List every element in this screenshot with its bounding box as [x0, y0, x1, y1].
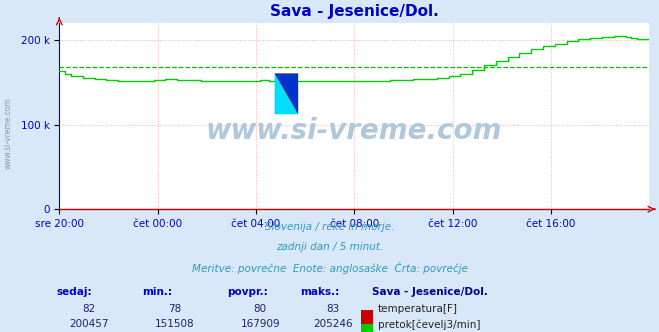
Text: www.si-vreme.com: www.si-vreme.com: [3, 97, 13, 169]
Text: zadnji dan / 5 minut.: zadnji dan / 5 minut.: [276, 242, 383, 252]
Text: Sava - Jesenice/Dol.: Sava - Jesenice/Dol.: [372, 287, 488, 297]
Text: temperatura[F]: temperatura[F]: [378, 304, 457, 314]
Text: sedaj:: sedaj:: [56, 287, 92, 297]
Text: 205246: 205246: [313, 319, 353, 329]
Text: Slovenija / reke in morje.: Slovenija / reke in morje.: [265, 222, 394, 232]
Text: Meritve: povrečne  Enote: anglosaške  Črta: povrečje: Meritve: povrečne Enote: anglosaške Črta…: [192, 262, 467, 274]
Text: 167909: 167909: [241, 319, 280, 329]
Text: maks.:: maks.:: [300, 287, 339, 297]
FancyBboxPatch shape: [275, 73, 298, 114]
Text: 200457: 200457: [69, 319, 109, 329]
Text: pretok[čevelj3/min]: pretok[čevelj3/min]: [378, 319, 480, 330]
Text: povpr.:: povpr.:: [227, 287, 268, 297]
Title: Sava - Jesenice/Dol.: Sava - Jesenice/Dol.: [270, 4, 439, 19]
Text: min.:: min.:: [142, 287, 172, 297]
Polygon shape: [275, 73, 298, 114]
Text: 82: 82: [82, 304, 96, 314]
Text: 151508: 151508: [155, 319, 194, 329]
Text: www.si-vreme.com: www.si-vreme.com: [206, 117, 502, 145]
Polygon shape: [275, 73, 298, 114]
Text: 80: 80: [254, 304, 267, 314]
Text: 78: 78: [168, 304, 181, 314]
Text: 83: 83: [326, 304, 339, 314]
